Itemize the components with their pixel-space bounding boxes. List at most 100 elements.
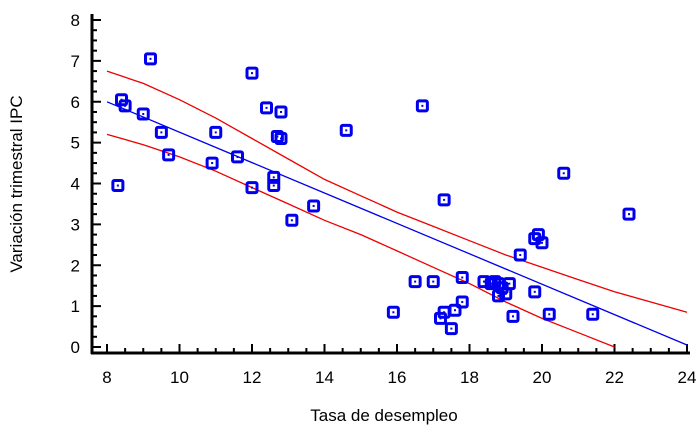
x-tick-label: 18 (460, 368, 479, 387)
data-point-marker (513, 248, 527, 262)
x-tick-label: 16 (388, 368, 407, 387)
data-point (415, 99, 429, 113)
x-tick-label: 8 (102, 368, 111, 387)
data-point (118, 99, 132, 113)
data-point-center (392, 311, 395, 314)
data-point-marker (535, 236, 549, 250)
data-point-center (345, 129, 348, 132)
data-point-marker (426, 275, 440, 289)
data-point-marker (437, 193, 451, 207)
data-point-center (508, 282, 511, 285)
data-point (267, 170, 281, 184)
data-point (437, 193, 451, 207)
data-point-center (548, 313, 551, 316)
data-point-center (628, 213, 630, 216)
data-point-center (160, 131, 163, 134)
data-point-marker (144, 52, 157, 66)
data-point-center (421, 104, 424, 107)
data-point-marker (586, 307, 600, 321)
data-point-marker (267, 179, 281, 193)
data-point-center (280, 110, 282, 113)
data-point (260, 101, 273, 115)
data-point (386, 305, 400, 319)
data-point-marker (455, 271, 469, 285)
data-point-marker (274, 105, 288, 119)
fit-line-layer (106, 101, 688, 346)
data-point-marker (260, 101, 273, 115)
data-point (339, 123, 353, 137)
data-point-center (251, 72, 253, 75)
data-point-marker (136, 107, 150, 121)
data-point (444, 322, 458, 336)
data-point-marker (386, 305, 400, 319)
data-point (513, 248, 527, 262)
data-point (535, 236, 549, 250)
y-tick-label: 2 (71, 256, 80, 275)
data-point-center (414, 280, 417, 283)
data-point (506, 309, 520, 323)
data-point-marker (205, 156, 219, 170)
data-point (586, 307, 600, 321)
data-point (426, 275, 440, 289)
data-point-marker (154, 125, 168, 139)
data-point-center (461, 276, 464, 279)
data-point (274, 105, 288, 119)
data-point (245, 181, 259, 195)
data-point (136, 107, 150, 121)
data-point-marker (267, 170, 281, 184)
data-point (542, 307, 556, 321)
data-point-center (116, 184, 119, 187)
data-point-marker (118, 99, 132, 113)
data-point (528, 285, 542, 299)
data-point (267, 179, 281, 193)
data-point-marker (448, 303, 462, 317)
data-point-center (167, 153, 170, 156)
data-point-marker (542, 307, 556, 321)
y-tick-label: 1 (71, 297, 80, 316)
data-point (154, 125, 168, 139)
data-point (285, 213, 299, 227)
data-point (455, 295, 469, 309)
data-point-center (443, 198, 446, 201)
regression-line (106, 101, 688, 346)
data-point-center (214, 131, 217, 134)
data-point-center (541, 241, 543, 244)
data-point-center (312, 204, 315, 207)
data-point-marker (339, 123, 353, 137)
data-point (455, 271, 469, 285)
data-point (622, 207, 636, 221)
data-point (111, 179, 125, 193)
y-tick-label: 0 (71, 338, 80, 357)
data-point-center (211, 162, 214, 165)
lower-confidence-line (106, 133, 615, 348)
data-point-center (454, 309, 456, 312)
data-point (502, 277, 516, 291)
y-tick-label: 6 (71, 93, 80, 112)
data-point-marker (162, 148, 176, 162)
data-point-marker (274, 132, 288, 146)
data-point-center (512, 315, 514, 318)
data-point-center (124, 104, 127, 107)
data-point (205, 156, 219, 170)
data-point-marker (455, 295, 469, 309)
data-point-center (533, 290, 536, 293)
data-point-center (432, 280, 435, 283)
data-point (209, 125, 223, 139)
data-point-marker (245, 66, 259, 80)
y-tick-label: 5 (71, 134, 80, 153)
data-point (557, 166, 571, 180)
x-tick-label: 24 (678, 368, 697, 387)
data-point-center (149, 57, 152, 60)
y-tick-label: 7 (71, 52, 80, 71)
data-point (499, 287, 513, 301)
data-point-marker (502, 277, 516, 291)
data-point-marker (231, 150, 244, 164)
data-point-marker (415, 99, 429, 113)
data-point (274, 132, 288, 146)
x-axis-title: Tasa de desempleo (310, 406, 457, 425)
data-point-marker (307, 199, 321, 213)
data-point-marker (209, 125, 223, 139)
x-tick-label: 22 (605, 368, 624, 387)
data-point-center (504, 292, 507, 295)
